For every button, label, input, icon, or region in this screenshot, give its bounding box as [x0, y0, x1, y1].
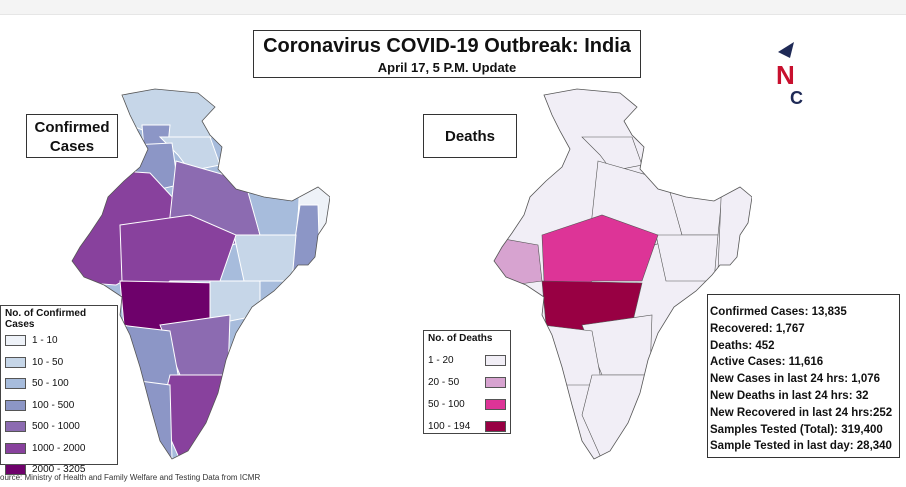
legend-label: 1 - 20 — [428, 354, 454, 366]
legend-item: 1 - 20 — [428, 349, 506, 371]
legend-swatch — [485, 420, 506, 432]
stat-samples-last-day: Sample Tested in last day: 28,340 — [710, 440, 892, 453]
legend-label: 50 - 100 — [428, 398, 465, 410]
legend-swatch — [5, 356, 26, 368]
legend-item: 2000 - 3205 — [5, 459, 113, 481]
region-kerala — [139, 380, 173, 459]
logo-arrow-icon — [778, 42, 794, 58]
logo-letter-n: N — [776, 60, 795, 90]
region-jharkhand-odisha — [233, 234, 297, 282]
stat-deaths: Deaths: 452 — [710, 339, 775, 352]
page-title: Coronavirus COVID-19 Outbreak: India — [263, 35, 631, 57]
legend-item: 1000 - 2000 — [5, 438, 113, 460]
legend-label: 1000 - 2000 — [32, 442, 86, 454]
nc-logo: N C — [776, 42, 803, 106]
stat-samples-total: Samples Tested (Total): 319,400 — [710, 423, 883, 436]
legend-item: 50 - 100 — [5, 373, 113, 395]
legend-swatch — [485, 354, 506, 366]
confirmed-legend: No. of Confirmed Cases 1 - 10 10 - 50 50… — [0, 305, 118, 476]
legend-item: 1 - 10 — [5, 330, 113, 352]
legend-swatch — [485, 376, 506, 388]
source-note: ource: Ministry of Health and Family Wel… — [0, 473, 261, 482]
legend-item: 100 - 194 — [428, 415, 506, 437]
deaths-legend: No. of Deaths 1 - 20 20 - 50 50 - 100 10… — [423, 330, 511, 434]
legend-item: 20 - 50 — [428, 371, 506, 393]
stat-active: Active Cases: 11,616 — [710, 356, 824, 369]
legend-label: 500 - 1000 — [32, 421, 80, 433]
legend-swatch — [5, 442, 26, 454]
legend-item: 500 - 1000 — [5, 416, 113, 438]
stat-recovered: Recovered: 1,767 — [710, 322, 805, 335]
confirmed-cases-map — [71, 88, 330, 460]
confirmed-legend-title: No. of Confirmed Cases — [5, 308, 87, 330]
legend-label: 1 - 10 — [32, 335, 58, 347]
stat-new-recovered: New Recovered in last 24 hrs:252 — [710, 406, 893, 419]
title-box: Coronavirus COVID-19 Outbreak: India Apr… — [253, 30, 641, 78]
legend-label: 100 - 500 — [32, 399, 75, 411]
confirmed-cases-label: Confirmed Cases — [26, 114, 118, 158]
legend-label: 10 - 50 — [32, 356, 64, 368]
page-subtitle: April 17, 5 P.M. Update — [377, 60, 517, 75]
legend-swatch — [5, 464, 26, 476]
stat-new-cases: New Cases in last 24 hrs: 1,076 — [710, 373, 881, 386]
deaths-label: Deaths — [423, 114, 517, 158]
legend-swatch — [5, 421, 26, 433]
stat-confirmed: Confirmed Cases: 13,835 — [710, 306, 847, 318]
legend-item: 100 - 500 — [5, 395, 113, 417]
legend-item: 10 - 50 — [5, 352, 113, 374]
stat-new-deaths: New Deaths in last 24 hrs: 32 — [710, 389, 869, 402]
legend-swatch — [5, 378, 26, 390]
legend-label: 2000 - 3205 — [32, 464, 86, 476]
legend-item: 50 - 100 — [428, 393, 506, 415]
region-uttarakhand — [158, 136, 221, 172]
legend-swatch — [5, 399, 26, 411]
stats-box: Confirmed Cases: 13,835 Recovered: 1,767… — [707, 294, 900, 458]
deaths-legend-title: No. of Deaths — [428, 333, 493, 344]
legend-swatch — [485, 398, 506, 410]
legend-label: 100 - 194 — [428, 420, 471, 432]
logo-letter-c: C — [790, 88, 803, 106]
legend-label: 50 - 100 — [32, 378, 69, 390]
legend-label: 20 - 50 — [428, 376, 460, 388]
legend-swatch — [5, 335, 26, 347]
top-bar — [0, 0, 906, 15]
